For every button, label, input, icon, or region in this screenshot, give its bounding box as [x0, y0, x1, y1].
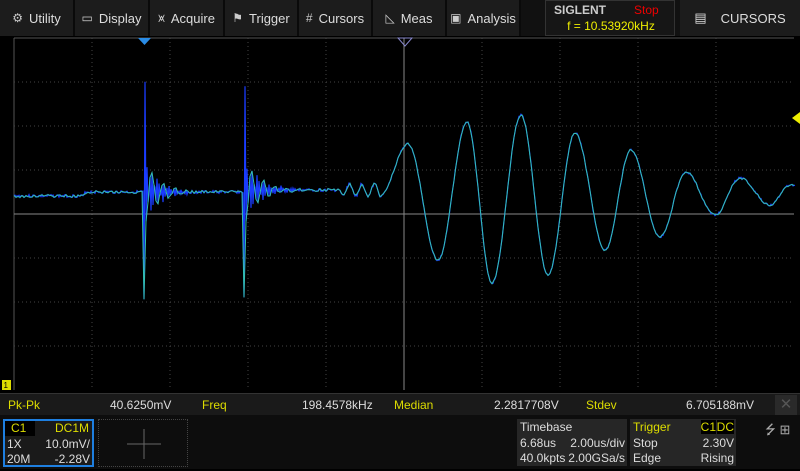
graticule [13, 37, 794, 390]
menu-cursors[interactable]: # Cursors [299, 0, 373, 36]
meas-name: Freq [202, 398, 227, 412]
close-measurements-button[interactable]: ✕ [775, 395, 797, 415]
trigger-type: Edge [633, 451, 662, 465]
analysis-icon: ▣ [450, 11, 462, 25]
menu-meas[interactable]: ◺ Meas [373, 0, 447, 36]
menu-label: Utility [28, 10, 61, 26]
timebase-panel[interactable]: Timebase 6.68us 2.00us/div 40.0kpts 2.00… [517, 419, 627, 466]
channel-name: C1 [5, 421, 35, 436]
menu-label: Acquire [170, 10, 215, 26]
timebase-scale: 2.00us/div [570, 436, 625, 450]
cursors-label: CURSORS [720, 10, 786, 26]
ruler-triangle-icon: ◺ [385, 11, 395, 25]
meas-value: 2.2817708V [494, 398, 559, 412]
meas-value: 6.705188mV [686, 398, 755, 412]
add-channel-slot[interactable] [98, 419, 188, 467]
meas-name: Median [394, 398, 434, 412]
trigger-source: C1 [700, 420, 716, 434]
timebase-title: Timebase [520, 420, 573, 434]
trigger-panel[interactable]: Trigger C1 DC Stop 2.30V Edge Rising [630, 419, 736, 466]
time-center-marker [396, 37, 414, 47]
menu-label: Analysis [467, 10, 516, 26]
channel-1-marker[interactable] [2, 380, 11, 390]
menu-label: Trigger [249, 10, 290, 26]
vertical-scale: 10.0mV/ [45, 437, 90, 451]
vertical-offset: -2.28V [54, 452, 90, 466]
usb-network-icon: ⭍ ⊞ [765, 422, 791, 437]
trigger-state: Stop [633, 436, 658, 450]
run-state[interactable]: Stop [634, 3, 659, 17]
trigger-level: 2.30V [702, 436, 734, 450]
flag-icon: ⚑ [232, 11, 244, 25]
probe-ratio: 1X [7, 437, 22, 451]
trigger-slope: Rising [700, 451, 734, 465]
acquire-icon: ⩙ [158, 10, 165, 25]
menu-trigger[interactable]: ⚑ Trigger [225, 0, 299, 36]
menu-acquire[interactable]: ⩙ Acquire [150, 0, 225, 36]
bottom-status: C1 DC1M 1X 10.0mV/ 20M -2.28V Timebase 6… [0, 415, 800, 469]
cursors-button[interactable]: ▤ CURSORS [680, 0, 800, 36]
memory-depth: 40.0kpts [520, 451, 566, 465]
timebase-delay: 6.68us [520, 436, 557, 450]
menu-label: Meas [400, 10, 433, 26]
meas-value: 40.6250mV [110, 398, 172, 412]
meas-name: Pk-Pk [8, 398, 41, 412]
waveform-display[interactable]: 1 [0, 36, 800, 393]
trigger-position-marker[interactable] [138, 38, 151, 45]
gear-icon: ⚙ [12, 11, 23, 25]
menu-utility[interactable]: ⚙ Utility [0, 0, 75, 36]
sample-rate: 2.00GSa/s [568, 451, 625, 465]
trigger-coupling: DC [716, 420, 734, 434]
menu-label: Display [98, 10, 142, 26]
menu-display[interactable]: ▭ Display [75, 0, 150, 36]
menu-analysis[interactable]: ▣ Analysis [447, 0, 521, 36]
channel-coupling: DC1M [54, 421, 89, 435]
meas-name: Stdev [586, 398, 617, 412]
trace-persistence [13, 114, 795, 300]
menu-label: Cursors [318, 10, 365, 26]
monitor-icon: ▭ [81, 11, 93, 25]
brand-logo: SIGLENT [554, 3, 607, 17]
frequency-counter: f = 10.53920kHz [567, 19, 655, 33]
measurement-bar: Pk-Pk 40.6250mV Freq 198.4578kHz Median … [0, 393, 800, 415]
channel-1-marker-label: 1 [4, 381, 9, 390]
bandwidth-limit: 20M [7, 452, 31, 466]
meas-value: 198.4578kHz [302, 398, 373, 412]
trigger-level-marker[interactable] [792, 112, 800, 124]
status-panel: SIGLENT Stop f = 10.53920kHz [545, 0, 675, 36]
trigger-title: Trigger [633, 420, 671, 434]
grid-icon: # [305, 11, 313, 25]
channel-1-panel[interactable]: C1 DC1M 1X 10.0mV/ 20M -2.28V [3, 419, 94, 467]
channel-1-trace [13, 81, 796, 300]
cursor-list-icon: ▤ [694, 10, 707, 25]
